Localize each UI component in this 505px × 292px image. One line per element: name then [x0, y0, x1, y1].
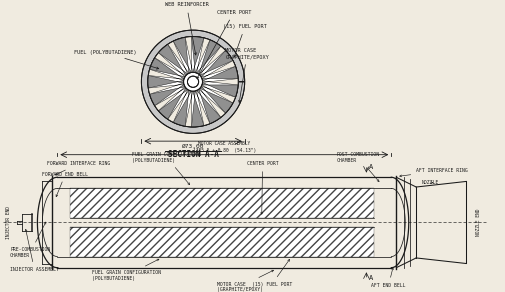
Polygon shape: [191, 36, 204, 73]
Polygon shape: [195, 91, 210, 126]
Polygon shape: [199, 51, 232, 77]
Text: CENTER PORT: CENTER PORT: [196, 10, 250, 79]
Polygon shape: [201, 66, 238, 81]
Polygon shape: [168, 90, 188, 122]
Text: (15) FUEL PORT: (15) FUEL PORT: [251, 259, 291, 287]
Text: MOTOR CASE
GRAPHITE/EPOXY: MOTOR CASE GRAPHITE/EPOXY: [225, 48, 269, 102]
Text: WEB REINFORCER: WEB REINFORCER: [165, 2, 208, 55]
Circle shape: [183, 72, 202, 91]
Text: Ø73.00: Ø73.00: [181, 144, 204, 149]
Text: NOZZLE END: NOZZLE END: [475, 209, 480, 236]
Text: SECTION A-A: SECTION A-A: [167, 150, 218, 159]
Text: MOTOR CASE ASSEMBLY: MOTOR CASE ASSEMBLY: [198, 141, 250, 146]
Polygon shape: [155, 53, 185, 77]
Text: (15) FUEL PORT: (15) FUEL PORT: [223, 24, 266, 57]
Polygon shape: [198, 88, 225, 117]
Polygon shape: [141, 30, 244, 133]
Polygon shape: [201, 82, 238, 97]
Text: FUEL GRAIN CONFIGURATION
(POLYBUTADIENE): FUEL GRAIN CONFIGURATION (POLYBUTADIENE): [132, 152, 200, 185]
Text: A: A: [368, 164, 372, 170]
Text: PRE-COMBUSTION
CHAMBER: PRE-COMBUSTION CHAMBER: [10, 222, 50, 258]
Text: 1385.5 ± 0.80  (54.13"): 1385.5 ± 0.80 (54.13"): [192, 148, 256, 153]
Polygon shape: [199, 86, 232, 113]
Text: A: A: [368, 275, 372, 281]
Circle shape: [147, 36, 238, 127]
Text: FORWARD END BELL: FORWARD END BELL: [42, 171, 88, 197]
Circle shape: [187, 76, 198, 87]
Polygon shape: [196, 89, 220, 124]
Text: FUEL GRAIN CONFIGURATION
(POLYBUTADIENE): FUEL GRAIN CONFIGURATION (POLYBUTADIENE): [92, 259, 161, 281]
Polygon shape: [201, 85, 235, 103]
Polygon shape: [148, 83, 184, 94]
Polygon shape: [168, 41, 188, 74]
Text: AFT END BELL: AFT END BELL: [371, 267, 405, 288]
Polygon shape: [158, 44, 187, 76]
Bar: [70, 227, 373, 257]
Polygon shape: [158, 88, 187, 119]
Polygon shape: [201, 60, 235, 79]
Polygon shape: [191, 91, 204, 127]
Text: INJECTOR ASSEMBLY: INJECTOR ASSEMBLY: [10, 229, 59, 272]
Text: FUEL (POLYBUTADIENE): FUEL (POLYBUTADIENE): [73, 50, 159, 69]
Polygon shape: [173, 37, 191, 73]
Bar: [70, 188, 373, 218]
Polygon shape: [149, 84, 185, 106]
Polygon shape: [147, 75, 183, 88]
Text: AFT INTERFACE RING: AFT INTERFACE RING: [399, 168, 467, 177]
Polygon shape: [155, 87, 185, 111]
Polygon shape: [185, 91, 192, 127]
Text: INJECTOR END: INJECTOR END: [6, 206, 11, 239]
Polygon shape: [198, 46, 225, 75]
Text: POST-COMBUSTION
CHAMBER: POST-COMBUSTION CHAMBER: [336, 152, 379, 182]
Polygon shape: [148, 69, 184, 80]
Polygon shape: [196, 40, 220, 74]
Polygon shape: [185, 36, 192, 72]
Text: NOZZLE: NOZZLE: [420, 180, 437, 185]
Polygon shape: [202, 79, 238, 85]
Text: FORWARD INTERFACE RING: FORWARD INTERFACE RING: [47, 161, 111, 175]
Polygon shape: [173, 90, 191, 126]
Polygon shape: [195, 38, 210, 73]
Polygon shape: [149, 58, 185, 79]
Text: CENTER PORT: CENTER PORT: [246, 161, 278, 214]
Text: MOTOR CASE
(GRAPHITE/EPOXY): MOTOR CASE (GRAPHITE/EPOXY): [217, 270, 273, 292]
